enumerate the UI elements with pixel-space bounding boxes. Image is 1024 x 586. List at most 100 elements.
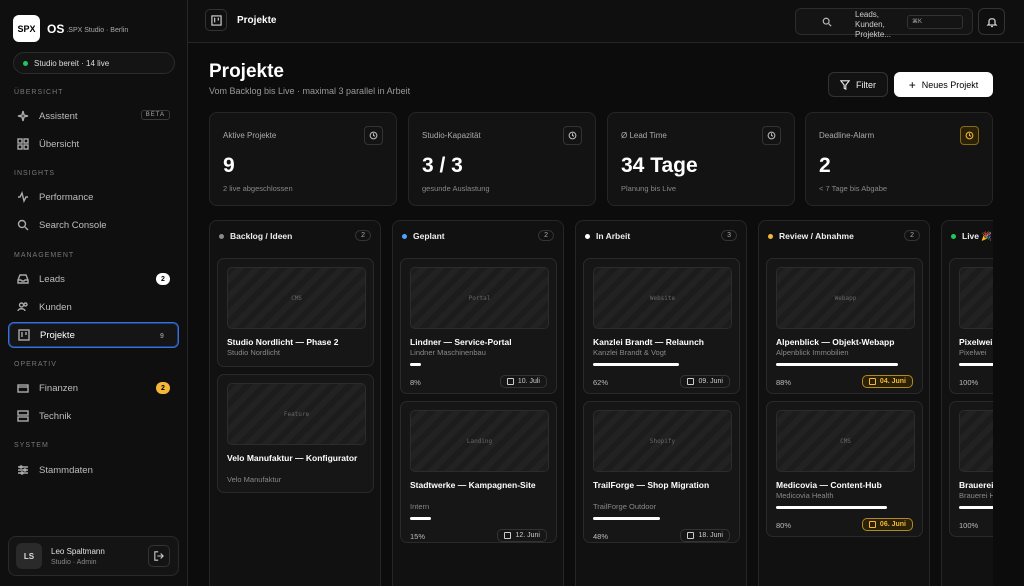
kanban-column: Backlog / Ideen 2 CMS Studio Nordlicht — Ph…: [209, 220, 381, 586]
progress-bar: [959, 363, 993, 366]
user-card[interactable]: LS Leo Spaltmann Studio · Admin: [8, 536, 179, 576]
wallet-icon: [17, 384, 29, 393]
due-date-badge: 18. Juni: [680, 529, 730, 542]
beta-badge: BETA: [140, 110, 170, 120]
stat-card: Deadline-Alarm 2 < 7 Tage bis Abgabe: [805, 112, 993, 206]
sidebar-item-label: Assistent: [39, 110, 78, 122]
stat-value: 9: [223, 154, 235, 177]
project-card[interactable]: Feature Velo Manufaktur — Konfigurator Vel…: [217, 374, 374, 493]
kanban-column: In Arbeit 3 Website Kanzlei Brandt — Relaun…: [575, 220, 747, 586]
stat-value: 34 Tage: [621, 154, 698, 177]
sidebar-toggle-button[interactable]: [205, 9, 227, 31]
filter-button[interactable]: Filter: [828, 72, 888, 97]
project-title: TrailForge — Shop Migration: [593, 480, 710, 490]
logout-button[interactable]: [148, 545, 170, 567]
project-card[interactable]: CMS Studio Nordlicht — Phase 2 Studio Nord…: [217, 258, 374, 367]
sidebar: SPX OS .SPX Studio · Berlin Studio berei…: [0, 0, 188, 586]
stat-label: Aktive Projekte: [223, 131, 277, 140]
project-thumbnail: Webapp: [776, 267, 915, 329]
finanzen-count-badge: 2: [156, 382, 170, 394]
column-title: Geplant: [413, 231, 445, 241]
due-date-badge: 04. Juni: [861, 375, 913, 388]
project-client: TrailForge Outdoor: [593, 502, 657, 511]
calendar-icon: [506, 378, 514, 385]
sidebar-item-kunden[interactable]: Kunden: [8, 294, 179, 320]
project-client: Lindner Maschinenbau: [410, 348, 486, 357]
bell-icon: [985, 17, 998, 27]
server-icon: [17, 410, 29, 422]
project-thumbnail: Landing: [410, 410, 549, 472]
sidebar-item-label: Technik: [39, 410, 72, 422]
sidebar-item-label: Übersicht: [39, 138, 80, 150]
due-date: 04. Juni: [879, 378, 906, 385]
due-date-badge: 12. Juni: [497, 529, 547, 542]
status-text: Studio bereit · 14 live: [34, 58, 110, 68]
project-title: Pixelwei: [959, 337, 993, 347]
project-client: Pixelwei: [959, 348, 987, 357]
sidebar-item-technik[interactable]: Technik: [8, 403, 179, 429]
projekte-count-badge: 9: [160, 332, 164, 340]
notifications-button[interactable]: [978, 8, 1005, 35]
search-placeholder: Leads, Kunden, Projekte...: [855, 10, 892, 39]
kanban-icon: [18, 329, 30, 341]
project-card[interactable]: Brauerei UpdateBrauerei H 100%: [949, 401, 993, 537]
brand[interactable]: SPX OS .SPX Studio · Berlin: [13, 15, 128, 42]
progress-percent: 62%: [593, 378, 609, 387]
sidebar-item-label: Stammdaten: [39, 464, 93, 476]
inbox-icon: [17, 274, 29, 284]
sidebar-item-performance[interactable]: Performance: [8, 184, 179, 210]
gauge-icon: [563, 126, 582, 145]
topbar-title: Projekte: [237, 15, 277, 26]
progress-percent: 15%: [410, 532, 426, 541]
sidebar-item-projekte[interactable]: Projekte 9: [8, 322, 179, 348]
grid-icon: [17, 138, 29, 150]
project-title: Alpenblick — Objekt-Webapp: [776, 337, 895, 347]
sidebar-item-label: Finanzen: [39, 382, 79, 394]
due-date: 09. Juni: [698, 378, 723, 385]
project-thumbnail: Portal: [410, 267, 549, 329]
sidebar-item-stammdaten[interactable]: Stammdaten: [8, 457, 179, 483]
progress-bar: [776, 363, 899, 366]
progress-percent: 48%: [593, 532, 609, 541]
project-title: Kanzlei Brandt — Relaunch: [593, 337, 704, 347]
new-project-button[interactable]: + Neues Projekt: [894, 72, 993, 97]
kanban-icon: [364, 126, 383, 145]
sidebar-item-leads[interactable]: Leads 2: [8, 266, 179, 292]
project-card[interactable]: Landing Stadtwerke — Kampagnen-Site Intern…: [400, 401, 557, 543]
alarm-icon: [960, 126, 979, 145]
due-date-badge: 06. Juni: [861, 518, 913, 531]
avatar: LS: [16, 543, 42, 569]
search-input[interactable]: Leads, Kunden, Projekte... ⌘K: [795, 8, 973, 39]
progress-percent: 88%: [776, 378, 792, 387]
project-thumbnail: Feature: [227, 383, 366, 445]
users-icon: [17, 302, 28, 312]
stat-value: 3 / 3: [422, 154, 463, 177]
kanban-column: Review / Abnahme 2 Webapp Alpenblick — Obje…: [758, 220, 930, 586]
stat-card: Ø Lead Time 34 Tage Planung bis Live: [607, 112, 795, 206]
stat-label: Studio-Kapazität: [422, 131, 481, 140]
column-title: Review / Abnahme: [779, 231, 854, 241]
user-name: Leo Spaltmann: [51, 546, 105, 556]
progress-bar: [410, 517, 431, 520]
sidebar-item-search-console[interactable]: Search Console: [8, 212, 179, 238]
project-client: Studio Nordlicht: [227, 348, 280, 357]
project-title: Studio Nordlicht — Phase 2: [227, 337, 339, 347]
project-card[interactable]: Portal Lindner — Service-Portal Lindner Ma…: [400, 258, 557, 394]
progress-percent: 100%: [959, 378, 979, 387]
stat-note: Planung bis Live: [621, 184, 677, 193]
progress-bar: [593, 363, 680, 366]
sidebar-item-uebersicht[interactable]: Übersicht: [8, 131, 179, 157]
sidebar-item-finanzen[interactable]: Finanzen 2: [8, 375, 179, 401]
section-system: SYSTEM: [14, 442, 49, 449]
project-card[interactable]: Website Kanzlei Brandt — Relaunch Kanzlei …: [583, 258, 740, 394]
column-status-dot-icon: [219, 233, 224, 239]
project-card[interactable]: Webapp Alpenblick — Objekt-Webapp Alpenbli…: [766, 258, 923, 394]
project-card[interactable]: CMS Medicovia — Content-Hub Medicovia Heal…: [766, 401, 923, 537]
project-card[interactable]: Pixelwei Pixelwei 100%: [949, 258, 993, 394]
column-title: In Arbeit: [596, 231, 631, 241]
project-card[interactable]: Shopify TrailForge — Shop Migration TrailF…: [583, 401, 740, 543]
section-operativ: OPERATIV: [14, 361, 57, 368]
sidebar-item-assistent[interactable]: Assistent BETA: [8, 103, 179, 129]
